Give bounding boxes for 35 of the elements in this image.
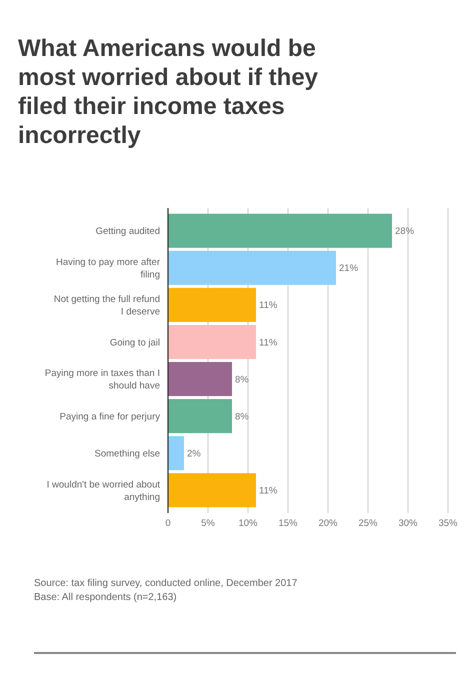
data-label: 11% xyxy=(259,337,278,348)
bar xyxy=(168,288,256,322)
x-tick-label: 15% xyxy=(278,518,298,529)
data-label: 2% xyxy=(187,448,202,460)
y-tick-label: Paying more in taxes than I should have xyxy=(44,368,160,392)
data-label: 28% xyxy=(395,226,415,238)
x-tick-label: 5% xyxy=(201,518,216,529)
bar xyxy=(168,436,184,470)
data-label: 11% xyxy=(259,486,278,497)
y-tick-label: Going to jail xyxy=(110,337,160,348)
bar xyxy=(168,324,256,360)
data-label: 11% xyxy=(259,300,278,312)
data-label: 8% xyxy=(235,411,250,422)
x-tick-label: 20% xyxy=(318,518,338,529)
bar xyxy=(168,362,232,396)
y-tick-label: Something else xyxy=(94,448,160,460)
text: Base: All respondents (n=2,163) xyxy=(34,592,177,603)
source-note: Source: tax filing survey, conducted online, December 2017 xyxy=(34,578,298,589)
y-tick-label: I wouldn't be worried about anything xyxy=(46,479,160,503)
data-label: 8% xyxy=(235,374,250,386)
x-tick-label: 30% xyxy=(398,518,418,529)
x-tick-label: 0 xyxy=(165,518,171,529)
y-tick-label: Not getting the full refund I deserve xyxy=(54,294,160,318)
x-tick-label: 35% xyxy=(438,518,458,529)
bar xyxy=(168,473,256,508)
y-tick-label: Having to pay more after filing xyxy=(56,256,160,280)
data-label: 21% xyxy=(339,263,359,274)
y-tick-label: Paying a fine for perjury xyxy=(60,411,160,422)
bar xyxy=(168,214,392,248)
x-tick-label: 10% xyxy=(238,518,258,529)
y-tick-label: Getting audited xyxy=(96,226,160,238)
bar xyxy=(168,250,336,285)
chart-title: What Americans would be most worried about if they filed their income taxes incorrectly xyxy=(18,35,319,149)
bar xyxy=(168,399,232,434)
x-tick-label: 25% xyxy=(358,518,378,529)
